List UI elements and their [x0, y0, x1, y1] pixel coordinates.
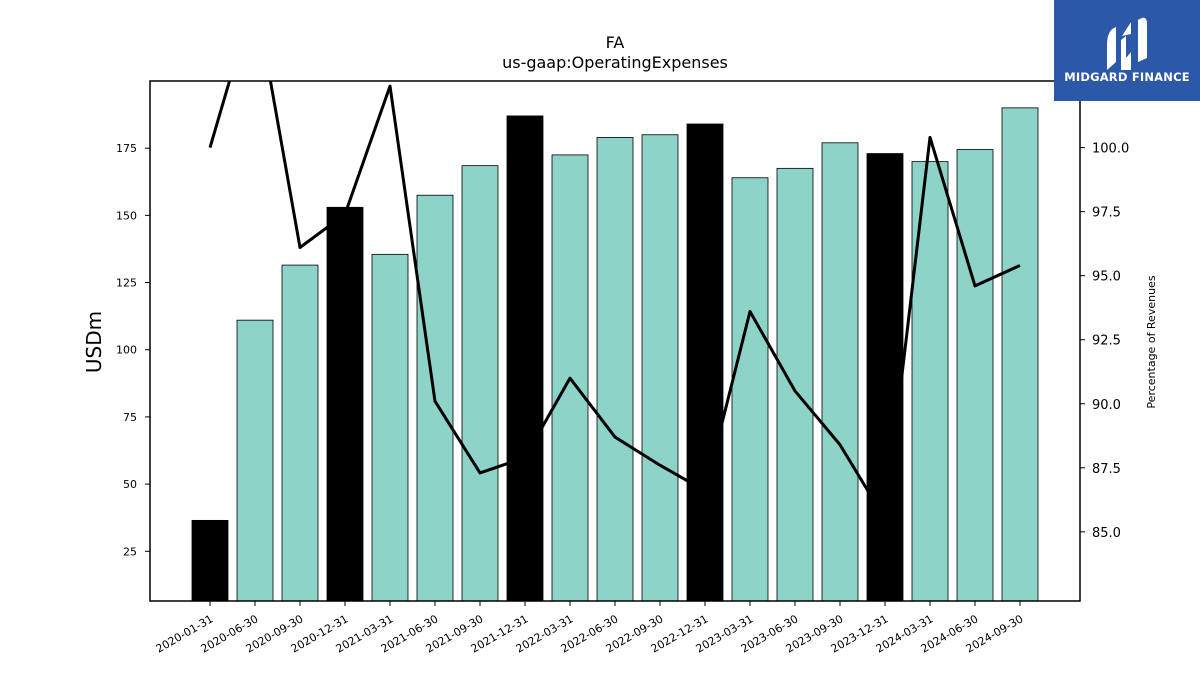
bar-2023-09-30: [821, 142, 859, 602]
logo-background: [1054, 0, 1200, 101]
logo: MIDGARD FINANCE: [1054, 0, 1200, 101]
y-tick-label: 25: [123, 545, 137, 558]
bar-2024-09-30: [1001, 107, 1039, 602]
bar-2022-12-31: [686, 123, 724, 602]
chart-subtitle: us-gaap:OperatingExpenses: [502, 53, 728, 72]
chart-title: FA: [606, 33, 625, 52]
y-tick-label: 50: [123, 478, 137, 491]
y-axis-label: USDm: [82, 311, 106, 373]
bar-2024-03-31: [911, 161, 949, 602]
y-right-tick-label: 87.5: [1092, 462, 1121, 477]
bar-2020-01-31: [191, 519, 229, 602]
logo-mark-icon: [1107, 17, 1147, 70]
bar-2024-06-30: [956, 149, 994, 602]
bars: [191, 107, 1039, 602]
y-tick-label: 150: [116, 209, 137, 222]
bar-2020-12-31: [326, 206, 364, 602]
y-right-tick-label: 90.0: [1092, 398, 1121, 413]
percentage-line: [208, 81, 1021, 521]
y-axis-left: 25 50 75 100 125 150 175: [116, 142, 150, 558]
line-series: [208, 81, 1021, 521]
logo-text: MIDGARD FINANCE: [1064, 70, 1190, 84]
y-tick-label: 100: [116, 344, 137, 357]
y-tick-label: 125: [116, 277, 137, 290]
bar-2021-03-31: [371, 253, 409, 602]
y-right-tick-label: 92.5: [1092, 334, 1121, 349]
bar-2023-03-31: [731, 177, 769, 602]
bar-2022-06-30: [596, 137, 634, 602]
y-right-tick-label: 100.0: [1092, 142, 1129, 157]
bar-2021-09-30: [461, 165, 499, 602]
y-right-tick-label: 97.5: [1092, 206, 1121, 221]
bar-2022-09-30: [641, 134, 679, 602]
bar-2020-06-30: [236, 319, 274, 602]
x-axis: 2020-01-312020-06-302020-09-302020-12-31…: [154, 601, 1026, 656]
y-tick-label: 75: [123, 411, 137, 424]
bar-2023-12-31: [866, 153, 904, 602]
bar-2020-09-30: [281, 264, 319, 602]
y-axis-right-label: Percentage of Revenues: [1145, 275, 1158, 408]
y-right-tick-label: 85.0: [1092, 526, 1121, 541]
bar-2021-12-31: [506, 115, 544, 602]
bar-2023-06-30: [776, 167, 814, 602]
y-tick-label: 175: [116, 142, 137, 155]
y-axis-right: 85.0 87.5 90.0 92.5 95.0 97.5 100.0: [1080, 142, 1129, 541]
y-right-tick-label: 95.0: [1092, 270, 1121, 285]
